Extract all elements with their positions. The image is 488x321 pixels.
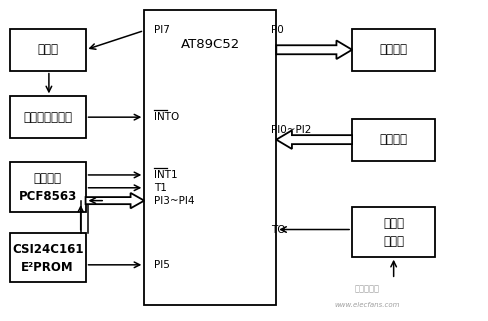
Text: www.elecfans.com: www.elecfans.com (333, 302, 399, 308)
Bar (10, 162, 85, 212)
Text: CSI24C161: CSI24C161 (12, 243, 83, 256)
Bar (10, 96, 85, 138)
Bar (10, 29, 85, 71)
Text: INTO: INTO (154, 112, 179, 122)
FancyArrow shape (85, 193, 144, 208)
Text: PI0~PI2: PI0~PI2 (271, 125, 311, 135)
Text: PI5: PI5 (154, 260, 169, 270)
Text: T1: T1 (154, 183, 166, 193)
Text: PI3~PI4: PI3~PI4 (154, 195, 194, 206)
Text: TO: TO (271, 224, 285, 235)
Text: PI7: PI7 (154, 25, 169, 36)
Bar (144, 10, 276, 305)
Bar (351, 29, 434, 71)
Text: 显示电路: 显示电路 (379, 43, 407, 56)
Text: 脉冲整: 脉冲整 (383, 217, 403, 230)
Bar (10, 233, 85, 282)
Text: INT1: INT1 (154, 170, 177, 180)
Text: PCF8563: PCF8563 (19, 190, 77, 203)
Text: AT89C52: AT89C52 (180, 39, 240, 51)
Text: P0: P0 (271, 25, 284, 36)
Text: 电子发烧友: 电子发烧友 (353, 284, 379, 293)
Text: 日历时钟: 日历时钟 (34, 172, 61, 186)
FancyArrow shape (276, 40, 351, 59)
Text: 开关电路: 开关电路 (379, 133, 407, 146)
Bar (351, 119, 434, 160)
FancyArrow shape (276, 130, 351, 149)
Text: 形电路: 形电路 (383, 235, 403, 248)
Text: E²PROM: E²PROM (21, 261, 74, 274)
Text: 单音频识别电路: 单音频识别电路 (23, 111, 72, 124)
Bar (351, 207, 434, 257)
Text: 收音机: 收音机 (37, 43, 58, 56)
